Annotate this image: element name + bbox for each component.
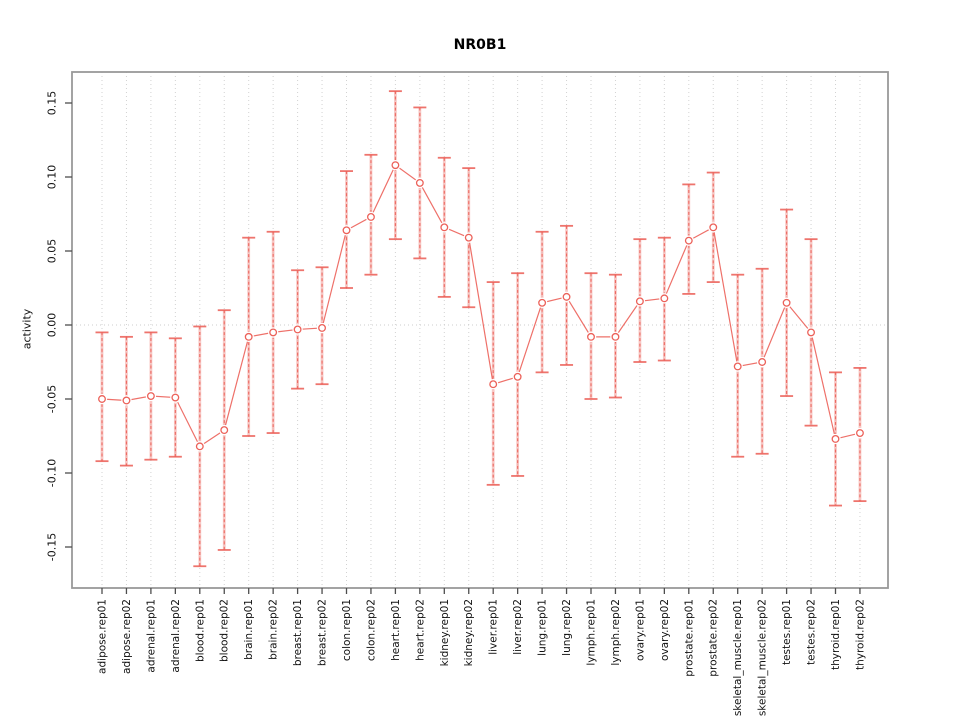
data-point-marker [831,435,840,443]
data-point-marker [146,392,155,400]
x-tick-label: skeletal_muscle.rep01 [732,599,744,716]
x-tick-label: thyroid.rep02 [854,599,866,670]
x-tick-label: prostate.rep02 [708,599,720,677]
x-tick-label: colon.rep02 [365,599,377,661]
x-tick-label: colon.rep01 [341,599,353,661]
data-point-marker [856,429,864,437]
y-tick-label: -0.15 [46,533,59,561]
x-tick-label: brain.rep01 [243,599,255,660]
data-point-marker [244,332,253,341]
data-point-marker [195,442,204,451]
data-point-marker [440,223,449,232]
x-tick-label: adipose.rep02 [121,599,133,674]
series-line [101,164,861,448]
x-tick-label: breast.rep02 [317,599,329,666]
data-point-marker [464,233,473,242]
chart-title: NR0B1 [453,37,507,53]
x-tick-label: adipose.rep01 [96,599,108,674]
data-point-marker [171,393,180,402]
y-tick-label: -0.10 [46,459,59,487]
data-point-marker [342,226,351,235]
y-tick-label: 0.10 [46,165,59,190]
data-point-marker [489,380,498,389]
x-tick-label: ovary.rep02 [659,599,671,661]
data-point-marker [98,395,106,403]
data-point-marker [562,292,571,301]
x-tick-label: blood.rep02 [219,599,231,662]
x-tick-label: adrenal.rep01 [145,599,157,673]
y-tick-label: 0.15 [46,91,59,116]
x-tick-label: liver.rep01 [488,599,500,655]
data-point-marker [709,223,718,232]
data-point-marker [318,324,326,332]
x-tick-label: heart.rep02 [414,599,426,661]
x-tick-label: breast.rep01 [292,599,304,666]
x-tick-label: blood.rep01 [194,599,206,662]
data-point-marker [513,372,522,381]
data-point-marker [611,332,620,341]
x-tick-label: heart.rep01 [390,599,402,661]
x-tick-label: testes.rep02 [806,599,818,665]
x-tick-label: lung.rep01 [537,599,549,656]
x-tick-label: kidney.rep01 [439,599,451,666]
x-tick-label: brain.rep02 [268,599,280,660]
x-tick-label: skeletal_muscle.rep02 [757,599,769,716]
data-point-marker [220,426,229,435]
x-tick-label: liver.rep02 [512,599,524,655]
data-point-marker [807,328,815,337]
data-point-marker [391,161,400,170]
data-point-marker [367,213,375,221]
data-point-marker [758,358,767,366]
x-tick-label: prostate.rep01 [683,599,695,677]
data-point-marker [782,298,791,307]
x-tick-label: adrenal.rep02 [170,599,182,673]
x-tick-label: thyroid.rep01 [830,599,842,670]
x-tick-label: kidney.rep02 [463,599,475,666]
data-point-marker [415,178,424,187]
x-tick-label: testes.rep01 [781,599,793,665]
y-tick-label: 0.00 [46,313,59,338]
data-point-marker [122,396,131,405]
data-point-marker [538,298,547,307]
data-point-marker [293,325,302,334]
data-point-marker [635,297,644,306]
data-point-marker [733,362,742,371]
data-point-marker [684,236,693,245]
x-tick-label: lung.rep02 [561,599,573,656]
data-point-marker [269,328,278,337]
data-point-marker [660,294,669,303]
y-tick-label: 0.05 [46,239,59,264]
x-tick-label: ovary.rep01 [634,599,646,661]
data-point-marker [587,332,595,341]
plot-box [71,71,889,589]
x-tick-label: lymph.rep01 [585,599,597,666]
x-tick-label: lymph.rep02 [610,599,622,666]
y-tick-label: -0.05 [46,385,59,413]
